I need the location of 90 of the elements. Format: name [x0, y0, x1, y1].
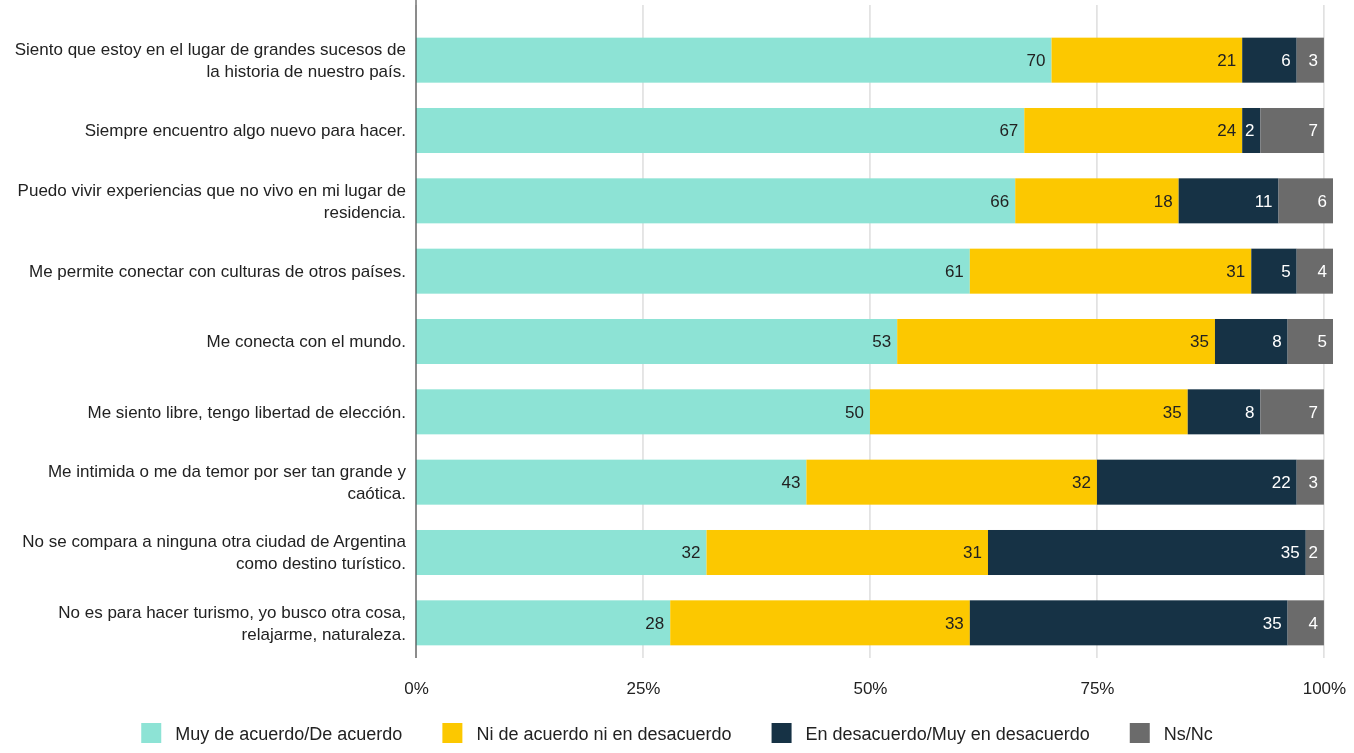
data-label: 6: [1317, 191, 1327, 211]
data-label: 43: [781, 473, 801, 493]
data-label: 67: [999, 121, 1019, 141]
bar: [1015, 178, 1179, 224]
data-label: 7: [1308, 402, 1318, 422]
bar: [1278, 178, 1333, 224]
data-label: 11: [1254, 191, 1273, 211]
bar: [1287, 600, 1324, 646]
data-label: 35: [1162, 402, 1182, 422]
bar: [1024, 107, 1243, 154]
data-label: 21: [1217, 51, 1237, 71]
bar: [416, 248, 970, 294]
data-label: 2: [1308, 543, 1318, 563]
bar: [1242, 37, 1297, 83]
bar: [969, 248, 1252, 294]
bar: [1287, 318, 1333, 365]
bar: [1305, 529, 1324, 576]
data-label: 2: [1244, 121, 1255, 141]
y-tick-label: No es para hacer turismo, yo busco otra cosa, relajarme, naturaleza.: [58, 602, 406, 644]
x-tick-label: 50%: [853, 679, 888, 699]
bar: [1242, 107, 1261, 154]
data-label: 7: [1308, 121, 1318, 141]
bar: [1296, 248, 1333, 294]
data-label: 22: [1271, 473, 1291, 493]
data-label: 4: [1308, 613, 1318, 633]
data-label: 28: [645, 613, 665, 633]
bar: [1187, 389, 1261, 435]
data-label: 24: [1217, 121, 1237, 141]
data-label: 66: [990, 191, 1010, 211]
bar: [1251, 248, 1297, 294]
data-label: 35: [1190, 332, 1209, 352]
y-tick-label: No se compara a ninguna otra ciudad de Argentina como destino turístico.: [22, 532, 407, 574]
bar: [416, 37, 1052, 83]
data-label: 31: [963, 543, 982, 563]
bar: [969, 600, 1288, 646]
bar: [1296, 459, 1324, 505]
y-tick-label: Me conecta con el mundo.: [206, 332, 406, 352]
bar: [869, 389, 1188, 435]
data-label: 3: [1308, 51, 1318, 71]
data-label: 6: [1281, 51, 1291, 71]
data-label: 35: [1280, 543, 1300, 563]
data-label: 53: [872, 332, 892, 352]
y-tick-label: Siento que estoy en el lugar de grandes sucesos de la historia de nuestro país.: [14, 40, 406, 82]
bar: [416, 107, 1025, 154]
data-label: 8: [1272, 332, 1282, 352]
bar: [416, 600, 671, 646]
data-label: 32: [681, 543, 701, 563]
bar: [897, 318, 1215, 365]
bar: [670, 600, 970, 646]
bar: [1178, 178, 1279, 224]
data-label: 31: [1226, 262, 1246, 282]
y-tick-label: Me intimida o me da temor por ser tan grande y caótica.: [47, 462, 407, 504]
bar: [416, 529, 707, 576]
legend-label: En desacuerdo/Muy en desacuerdo: [805, 724, 1090, 744]
y-tick-label: Me siento libre, tengo libertad de elección.: [87, 402, 406, 422]
data-label: 3: [1308, 473, 1318, 493]
bar: [806, 459, 1097, 505]
legend-label: Ni de acuerdo ni en desacuerdo: [476, 724, 732, 744]
data-label: 50: [845, 402, 864, 422]
bar: [1214, 318, 1288, 365]
y-tick-label: Me permite conectar con culturas de otros países.: [28, 262, 406, 282]
legend-label: Muy de acuerdo/De acuerdo: [175, 724, 403, 744]
bar: [416, 178, 1016, 224]
x-tick-label: 0%: [404, 679, 429, 699]
bar: [416, 318, 898, 365]
legend-label: Ns/Nc: [1163, 724, 1213, 744]
bar: [706, 529, 988, 576]
bar: [1096, 459, 1297, 505]
bar: [1260, 107, 1324, 154]
bar: [1296, 37, 1324, 83]
bar: [1260, 389, 1324, 435]
bar: [416, 459, 807, 505]
data-label: 5: [1281, 262, 1291, 282]
y-tick-label: Puedo vivir experiencias que no vivo en mi lugar de residencia.: [17, 180, 406, 222]
data-label: 4: [1317, 262, 1327, 282]
bar: [1051, 37, 1243, 83]
x-tick-label: 75%: [1080, 679, 1115, 699]
data-label: 8: [1244, 402, 1255, 422]
data-label: 5: [1317, 332, 1327, 352]
x-tick-label: 100%: [1302, 679, 1347, 699]
data-label: 18: [1153, 191, 1173, 211]
bar: [987, 529, 1306, 576]
data-label: 61: [944, 262, 964, 282]
data-label: 33: [944, 613, 964, 633]
data-label: 70: [1026, 51, 1046, 71]
x-tick-label: 25%: [626, 679, 661, 699]
y-tick-label: Siempre encuentro algo nuevo para hacer.: [84, 121, 406, 141]
bar: [416, 389, 870, 435]
data-label: 32: [1072, 473, 1091, 493]
data-label: 35: [1262, 613, 1282, 633]
